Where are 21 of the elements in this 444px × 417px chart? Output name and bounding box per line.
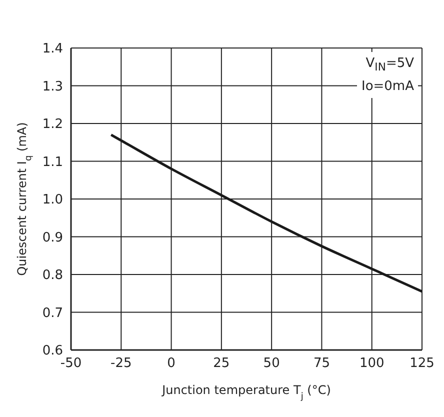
x-tick-label: 75 [313,356,330,372]
y-tick-label: 1.0 [42,192,63,208]
y-tick-label: 0.9 [42,230,63,246]
x-tick-label: -50 [60,356,82,372]
x-axis-title: Junction temperature T$_{j}$ (°C) [161,383,331,402]
y-tick-label: 0.6 [42,344,63,359]
y-tick-label: 0.7 [42,306,63,321]
x-tick-label: -25 [110,356,132,372]
x-tick-label: 50 [263,356,280,372]
y-tick-label: 1.3 [42,79,63,94]
x-tick-label: 100 [359,356,384,372]
x-tick-label: 25 [213,356,230,372]
y-tick-label: 1.1 [42,154,63,170]
y-tick-label: 1.4 [42,42,63,57]
condition-note: V$_{IN}$=5V Io=0mA [357,52,418,98]
annotation: V$_{IN}$=5V [364,55,414,76]
y-tick-label: 0.8 [42,268,63,284]
x-tick-label: 125 [410,356,434,372]
y-tick-label: 1.2 [42,117,63,132]
annotation: Io=0mA [361,78,414,96]
x-tick-label: 0 [167,356,176,372]
